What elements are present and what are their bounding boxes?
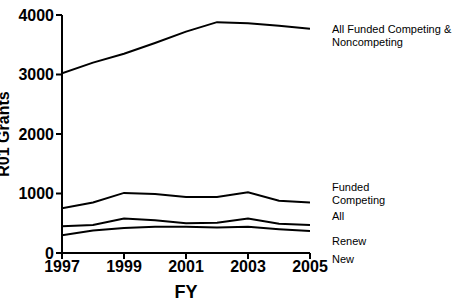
svg-text:R01 Grants: R01 Grants <box>8 91 12 176</box>
svg-text:3000: 3000 <box>18 66 54 83</box>
svg-text:Renew: Renew <box>332 235 366 247</box>
svg-text:All: All <box>332 210 344 222</box>
svg-text:2001: 2001 <box>168 258 204 275</box>
svg-text:All Funded Competing &: All Funded Competing & <box>332 23 450 35</box>
svg-text:1999: 1999 <box>106 258 142 275</box>
svg-text:4000: 4000 <box>18 7 54 24</box>
svg-text:0: 0 <box>45 245 54 262</box>
svg-text:New: New <box>332 253 354 265</box>
svg-text:1000: 1000 <box>18 185 54 202</box>
svg-text:Funded: Funded <box>332 181 369 193</box>
svg-text:2000: 2000 <box>18 126 54 143</box>
svg-text:Competing: Competing <box>332 194 385 206</box>
svg-text:2005: 2005 <box>292 258 328 275</box>
svg-text:FY: FY <box>174 282 197 302</box>
svg-text:2003: 2003 <box>230 258 266 275</box>
svg-text:Noncompeting: Noncompeting <box>332 36 403 48</box>
svg-text:1997: 1997 <box>44 258 80 276</box>
